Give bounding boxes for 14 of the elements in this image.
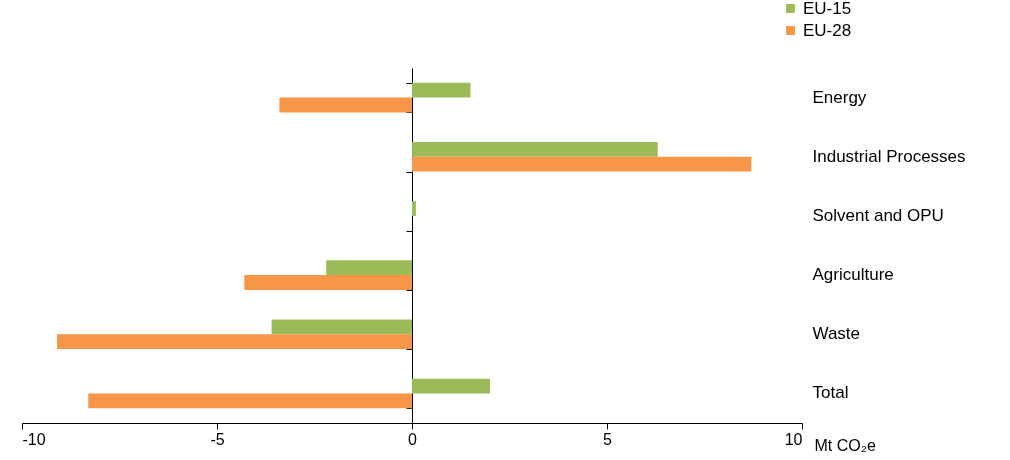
legend-label: EU-15: [803, 0, 852, 18]
x-tick-label: 10: [784, 430, 803, 448]
x-tick-label: 0: [408, 430, 418, 448]
x-tick-label: 5: [603, 430, 613, 448]
y-tick-label: Agriculture: [812, 265, 894, 285]
x-tick-label: -5: [210, 430, 225, 448]
y-tick-label: Industrial Processes: [812, 146, 966, 166]
y-tick-label: Energy: [812, 87, 867, 107]
legend-label: EU-28: [803, 20, 852, 40]
y-tick-label: Total: [812, 383, 849, 403]
y-tick-label: Waste: [812, 324, 861, 344]
x-axis-title: Mt CO₂e: [814, 436, 876, 454]
y-tick-label: Solvent and OPU: [812, 205, 944, 225]
x-tick-label: -10: [22, 430, 46, 448]
